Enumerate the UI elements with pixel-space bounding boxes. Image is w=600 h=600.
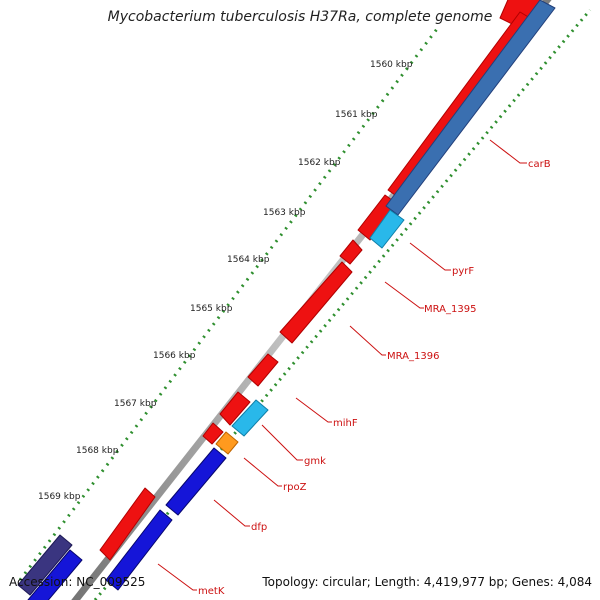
feature-dfp[interactable] bbox=[165, 447, 227, 516]
feature-plus-6[interactable] bbox=[219, 391, 251, 426]
callout-line-MRA_1396 bbox=[349, 325, 386, 356]
callout-line-dfp bbox=[213, 499, 250, 527]
gene-label-rpoZ[interactable]: rpoZ bbox=[283, 482, 307, 493]
tick-label: 1567 kbp bbox=[114, 399, 157, 409]
feature-gmk[interactable] bbox=[231, 399, 269, 437]
minus-strand-track bbox=[17, 0, 556, 600]
callout-line-mihF bbox=[295, 397, 332, 423]
feature-neighbor[interactable] bbox=[17, 534, 73, 596]
gene-label-MRA_1395[interactable]: MRA_1395 bbox=[424, 304, 476, 315]
genome-title: Mycobacterium tuberculosis H37Ra, comple… bbox=[107, 9, 493, 25]
tick-label: 1563 kbp bbox=[263, 208, 306, 218]
callout-line-metK bbox=[157, 563, 197, 591]
tick-label: 1561 kbp bbox=[335, 110, 378, 120]
tick-label: 1565 kbp bbox=[190, 304, 233, 314]
gene-labels: carB pyrF MRA_1395 MRA_1396 mihF gmk rpoZ dfp me… bbox=[198, 159, 551, 597]
genome-stats-label: Topology: circular; Length: 4,419,977 bp… bbox=[262, 575, 592, 589]
callout-line-carB bbox=[489, 139, 527, 164]
feature-plus-8[interactable] bbox=[99, 487, 156, 561]
gene-label-gmk[interactable]: gmk bbox=[304, 456, 326, 467]
tick-label: 1569 kbp bbox=[38, 492, 81, 502]
tick-label: 1568 kbp bbox=[76, 446, 119, 456]
callout-line-rpoZ bbox=[243, 457, 282, 487]
callout-line-MRA_1395 bbox=[384, 281, 424, 309]
tick-label: 1564 kbp bbox=[227, 255, 270, 265]
gene-label-mihF[interactable]: mihF bbox=[333, 418, 358, 429]
gene-label-pyrF[interactable]: pyrF bbox=[452, 266, 474, 277]
feature-pyrF[interactable] bbox=[369, 209, 405, 249]
gene-label-MRA_1396[interactable]: MRA_1396 bbox=[387, 351, 439, 362]
feature-plus-5[interactable] bbox=[247, 353, 279, 387]
gene-label-carB[interactable]: carB bbox=[528, 159, 551, 170]
tick-label: 1562 kbp bbox=[298, 158, 341, 168]
feature-plus-3[interactable] bbox=[339, 239, 363, 265]
feature-plus-4[interactable] bbox=[279, 261, 353, 344]
feature-carB[interactable] bbox=[385, 0, 556, 216]
gene-label-metK[interactable]: metK bbox=[198, 586, 225, 597]
callout-line-pyrF bbox=[409, 242, 451, 271]
gene-label-dfp[interactable]: dfp bbox=[251, 522, 267, 533]
feature-rpoZ[interactable] bbox=[215, 431, 239, 455]
inner-tick-track bbox=[93, 9, 592, 600]
tick-label: 1566 kbp bbox=[153, 351, 196, 361]
tick-labels: 1560 kbp 1561 kbp 1562 kbp 1563 kbp 1564 kbp… bbox=[38, 60, 413, 502]
feature-minus-edge[interactable] bbox=[27, 549, 83, 600]
feature-plus-7[interactable] bbox=[202, 422, 224, 445]
gene-callouts bbox=[157, 139, 527, 591]
outer-tick-track bbox=[18, 24, 442, 581]
tick-label: 1560 kbp bbox=[370, 60, 413, 70]
callout-line-gmk bbox=[261, 424, 303, 461]
feature-metK[interactable] bbox=[105, 509, 173, 591]
accession-label: Accession: NC_009525 bbox=[9, 575, 146, 589]
